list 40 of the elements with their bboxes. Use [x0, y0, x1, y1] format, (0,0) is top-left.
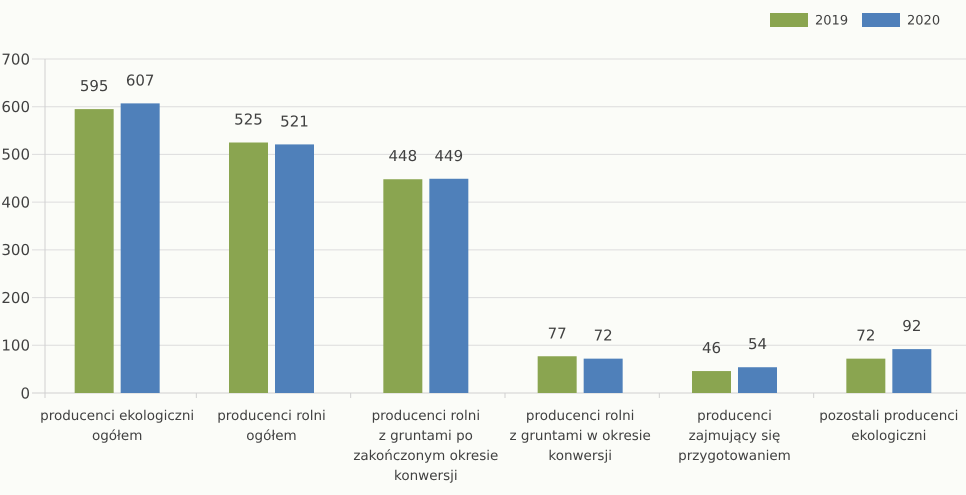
bar	[383, 179, 422, 393]
bar	[120, 103, 160, 393]
bar	[275, 144, 314, 393]
x-tick-label: producenci rolni z gruntami po zakończonym okresie konwersji	[353, 408, 498, 484]
bar	[74, 109, 114, 393]
bar	[846, 358, 886, 393]
y-tick-label: 700	[1, 50, 30, 68]
data-label: 54	[748, 335, 768, 354]
data-label: 77	[548, 324, 567, 342]
bar	[429, 178, 468, 393]
x-tick-label: pozostali producenci ekologiczni	[819, 408, 958, 444]
bar	[584, 358, 623, 393]
legend-label: 2019	[815, 14, 848, 29]
data-label: 92	[902, 317, 922, 336]
y-tick-label: 600	[1, 98, 30, 116]
bar	[538, 356, 577, 393]
data-label: 595	[80, 77, 108, 96]
bar	[892, 349, 932, 393]
legend-label: 2020	[907, 14, 940, 29]
x-tick-label: producenci rolni ogółem	[217, 408, 326, 444]
x-tick-label: producenci zajmujący się przygotowaniem	[678, 408, 791, 464]
x-tick-label: producenci ekologiczni ogółem	[40, 408, 194, 444]
bar	[738, 367, 777, 393]
y-tick-label: 300	[1, 241, 30, 260]
y-tick-label: 0	[20, 384, 30, 402]
data-label: 448	[388, 147, 418, 166]
data-label: 607	[126, 71, 154, 90]
data-label: 525	[234, 110, 263, 128]
y-tick-label: 200	[1, 288, 30, 307]
y-tick-label: 100	[1, 336, 30, 355]
data-label: 46	[702, 339, 722, 358]
data-label: 72	[594, 326, 613, 345]
bar	[692, 371, 731, 393]
x-tick-label: producenci rolni z gruntami w okresie konwersji	[509, 408, 651, 464]
data-label: 449	[434, 146, 464, 165]
y-tick-label: 400	[1, 193, 30, 212]
y-tick-label: 500	[1, 146, 30, 164]
bar	[229, 142, 268, 393]
data-label: 521	[280, 112, 309, 130]
data-label: 72	[856, 326, 876, 345]
